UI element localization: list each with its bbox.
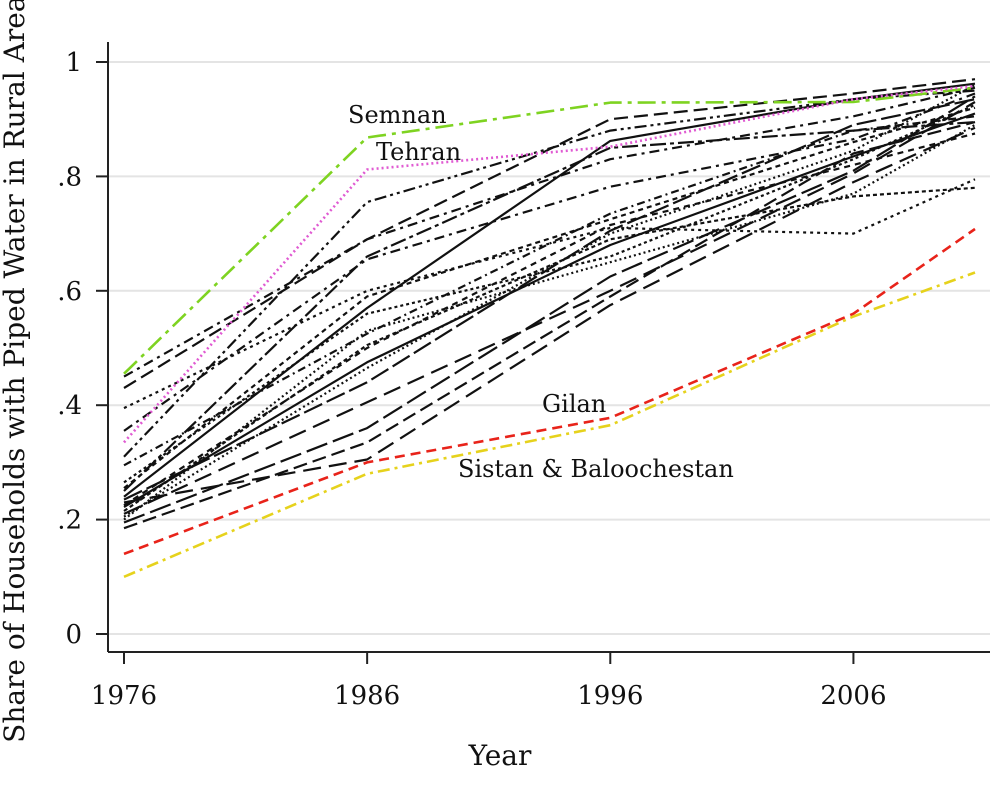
x-tick-label: 1996 [577, 681, 643, 711]
x-axis-title: Year [468, 739, 532, 772]
series-line-province-22 [123, 132, 976, 507]
series-line-province-21 [123, 121, 976, 492]
series-line-semnan [123, 86, 976, 375]
x-tick-label: 2006 [820, 681, 886, 711]
x-tick-label: 1986 [334, 681, 400, 711]
series-line-sistan-baloochestan [123, 271, 976, 578]
y-tick-label: 1 [65, 48, 82, 78]
annotation-tehran: Tehran [376, 138, 461, 166]
y-tick-label: .6 [57, 277, 82, 307]
series-line-province-13 [123, 89, 976, 458]
series-line-province-5 [123, 82, 976, 498]
y-tick-label: .8 [57, 162, 82, 192]
annotation-gilan: Gilan [542, 390, 606, 418]
annotation-semnan: Semnan [348, 101, 447, 129]
series-line-province-10 [123, 126, 976, 504]
series-line-province-18 [123, 115, 976, 467]
series-line-province-19 [123, 98, 976, 501]
y-tick-label: .4 [57, 391, 82, 421]
series-line-province-20 [123, 186, 976, 512]
series-annotations: Semnan Tehran Gilan Sistan & Baloochestan [348, 101, 734, 483]
axes [107, 42, 990, 653]
series-line-province-14 [123, 178, 976, 410]
series-line-province-15 [123, 123, 976, 521]
y-axis-title: Share of Households with Piped Water in … [0, 0, 31, 743]
series-line-tehran [123, 84, 976, 444]
y-tick-label: 0 [65, 620, 82, 650]
series-line-province-7 [123, 78, 976, 389]
series-line-province-11 [123, 86, 976, 378]
series-lines [123, 78, 976, 578]
x-tick-label: 1976 [91, 681, 157, 711]
series-line-province-24 [123, 103, 976, 484]
series-line-province-23 [123, 95, 976, 524]
series-line-province-9 [123, 101, 976, 515]
y-tick-label: .2 [57, 506, 82, 536]
tick-marks-and-labels: 0 .2 .4 .6 .8 1 1976 1986 1996 2006 [57, 48, 886, 711]
annotation-sistan-baloochestan: Sistan & Baloochestan [458, 455, 734, 483]
series-line-province-8 [123, 121, 976, 530]
series-line-gilan [123, 227, 976, 556]
